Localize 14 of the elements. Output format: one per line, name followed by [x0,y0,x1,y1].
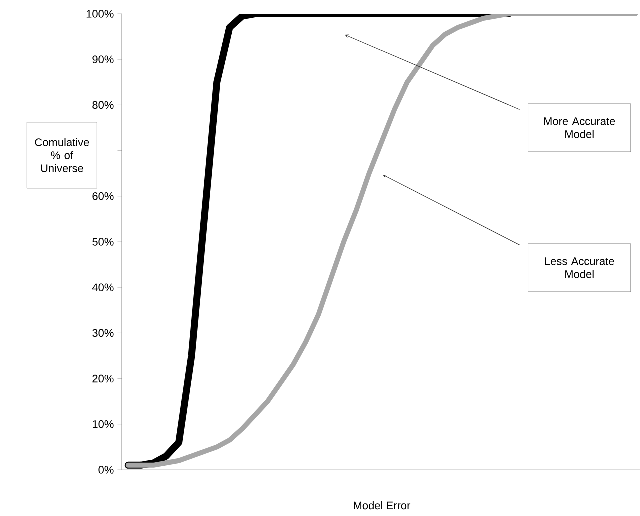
y-axis-title: Comulative % of Universe [35,138,90,172]
y-tick-label: 80% [92,101,114,110]
y-tick-label: 90% [92,56,114,64]
x-axis-title: Model Error [354,502,411,510]
y-tick-label: 100% [86,10,114,18]
annotation: Less Accurate Model [545,258,614,278]
annotation: More Accurate Model [544,118,616,138]
y-tick-label: 40% [92,284,114,292]
y-tick-label: 10% [93,420,114,428]
y-tick-label: 50% [92,238,114,246]
y-tick-label: 60% [92,192,114,200]
y-tick-label: 20% [92,374,114,383]
y-tick-label: 0% [98,466,114,474]
y-tick-label: 30% [92,329,114,338]
